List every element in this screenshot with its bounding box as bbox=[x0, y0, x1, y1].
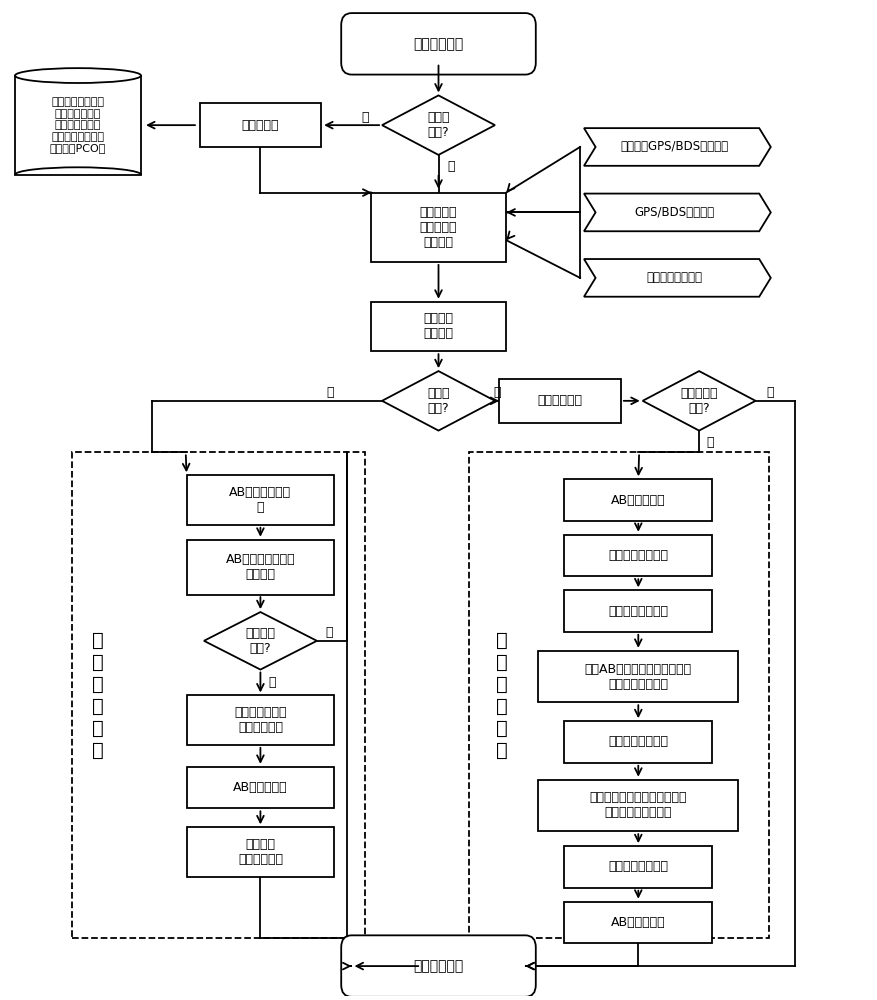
Text: 当前历元开始: 当前历元开始 bbox=[413, 37, 464, 51]
Text: 定轨已
启动?: 定轨已 启动? bbox=[427, 387, 450, 415]
Bar bbox=[187, 767, 334, 808]
Text: AB星单点定位: AB星单点定位 bbox=[611, 493, 666, 506]
Text: 当前历元结束: 当前历元结束 bbox=[413, 959, 464, 973]
Bar bbox=[565, 846, 712, 888]
Text: 定
轨
滤
波
解
算: 定 轨 滤 波 解 算 bbox=[496, 631, 508, 760]
Text: 是: 是 bbox=[494, 386, 502, 399]
Text: 编队卫星姿态数据: 编队卫星姿态数据 bbox=[646, 271, 702, 284]
Text: 编队卫星GPS/BDS观测数据: 编队卫星GPS/BDS观测数据 bbox=[620, 140, 729, 153]
Text: GPS/BDS广播星历: GPS/BDS广播星历 bbox=[634, 206, 715, 219]
Bar bbox=[538, 651, 738, 702]
Bar bbox=[200, 103, 321, 147]
Bar bbox=[72, 452, 365, 938]
Text: 绝对定轨时间更新: 绝对定轨时间更新 bbox=[609, 549, 668, 562]
FancyBboxPatch shape bbox=[341, 935, 536, 997]
Polygon shape bbox=[584, 259, 771, 297]
Text: 否: 否 bbox=[447, 160, 454, 173]
Text: 生成AB星站间单差观测数据与
观测值域周跳探测: 生成AB星站间单差观测数据与 观测值域周跳探测 bbox=[585, 663, 692, 691]
Text: 系统初始化: 系统初始化 bbox=[242, 119, 279, 132]
Text: 非差数据
周跳探测: 非差数据 周跳探测 bbox=[424, 312, 453, 340]
Text: 轨道内插输出: 轨道内插输出 bbox=[538, 394, 582, 407]
Text: AB星单点定位测
速: AB星单点定位测 速 bbox=[230, 486, 291, 514]
Text: 否: 否 bbox=[325, 626, 333, 639]
Bar bbox=[565, 479, 712, 521]
Bar bbox=[565, 721, 712, 763]
Text: 否: 否 bbox=[327, 386, 334, 399]
Ellipse shape bbox=[15, 68, 141, 83]
Bar bbox=[469, 452, 768, 938]
Text: 是: 是 bbox=[706, 436, 714, 449]
Text: AB星轨道预报: AB星轨道预报 bbox=[611, 916, 666, 929]
Text: 是: 是 bbox=[268, 676, 275, 689]
Polygon shape bbox=[382, 95, 495, 155]
Bar bbox=[187, 695, 334, 745]
Text: 否: 否 bbox=[766, 386, 774, 399]
Text: AB星站间伪距单差
相对定位: AB星站间伪距单差 相对定位 bbox=[225, 553, 296, 581]
Text: 绝对定轨测量更新: 绝对定轨测量更新 bbox=[609, 605, 668, 618]
Text: AB星轨道预报: AB星轨道预报 bbox=[233, 781, 288, 794]
Text: 满足启动
条件?: 满足启动 条件? bbox=[246, 627, 275, 655]
Bar bbox=[565, 535, 712, 576]
Text: 置标记为
滤波器已启动: 置标记为 滤波器已启动 bbox=[238, 838, 283, 866]
Text: 地球重力场参数、
地球定向参数、
行星星历、跳秒
接收天线相位中心
偏差参数PCO等: 地球重力场参数、 地球定向参数、 行星星历、跳秒 接收天线相位中心 偏差参数PC… bbox=[50, 97, 106, 153]
Text: 相对定轨时间更新: 相对定轨时间更新 bbox=[609, 735, 668, 748]
Bar bbox=[187, 540, 334, 595]
Polygon shape bbox=[382, 371, 495, 431]
Polygon shape bbox=[643, 371, 756, 431]
Text: 到定轨滤波
时刻?: 到定轨滤波 时刻? bbox=[681, 387, 718, 415]
Polygon shape bbox=[204, 612, 317, 670]
Bar bbox=[565, 902, 712, 943]
Text: 定轨实时输
入数据获取
及预处理: 定轨实时输 入数据获取 及预处理 bbox=[420, 206, 457, 249]
Text: 需要初
始化?: 需要初 始化? bbox=[427, 111, 450, 139]
Bar bbox=[187, 827, 334, 877]
Text: 绝对与相对定轨
滤波器初始化: 绝对与相对定轨 滤波器初始化 bbox=[234, 706, 287, 734]
Text: 相对定轨测量更新: 相对定轨测量更新 bbox=[609, 860, 668, 873]
Bar bbox=[565, 590, 712, 632]
Text: 定
轨
滤
波
启
动: 定 轨 滤 波 启 动 bbox=[92, 631, 103, 760]
Bar bbox=[15, 76, 141, 175]
Bar bbox=[371, 193, 506, 262]
FancyBboxPatch shape bbox=[341, 13, 536, 75]
Bar bbox=[538, 780, 738, 831]
Text: 基于相对动力学轨道先验信息
的单差验前粗差探测: 基于相对动力学轨道先验信息 的单差验前粗差探测 bbox=[589, 791, 687, 819]
Bar bbox=[499, 379, 621, 423]
Polygon shape bbox=[584, 194, 771, 231]
Bar bbox=[187, 475, 334, 525]
Text: 是: 是 bbox=[361, 111, 368, 124]
Polygon shape bbox=[584, 128, 771, 166]
Bar bbox=[371, 302, 506, 351]
